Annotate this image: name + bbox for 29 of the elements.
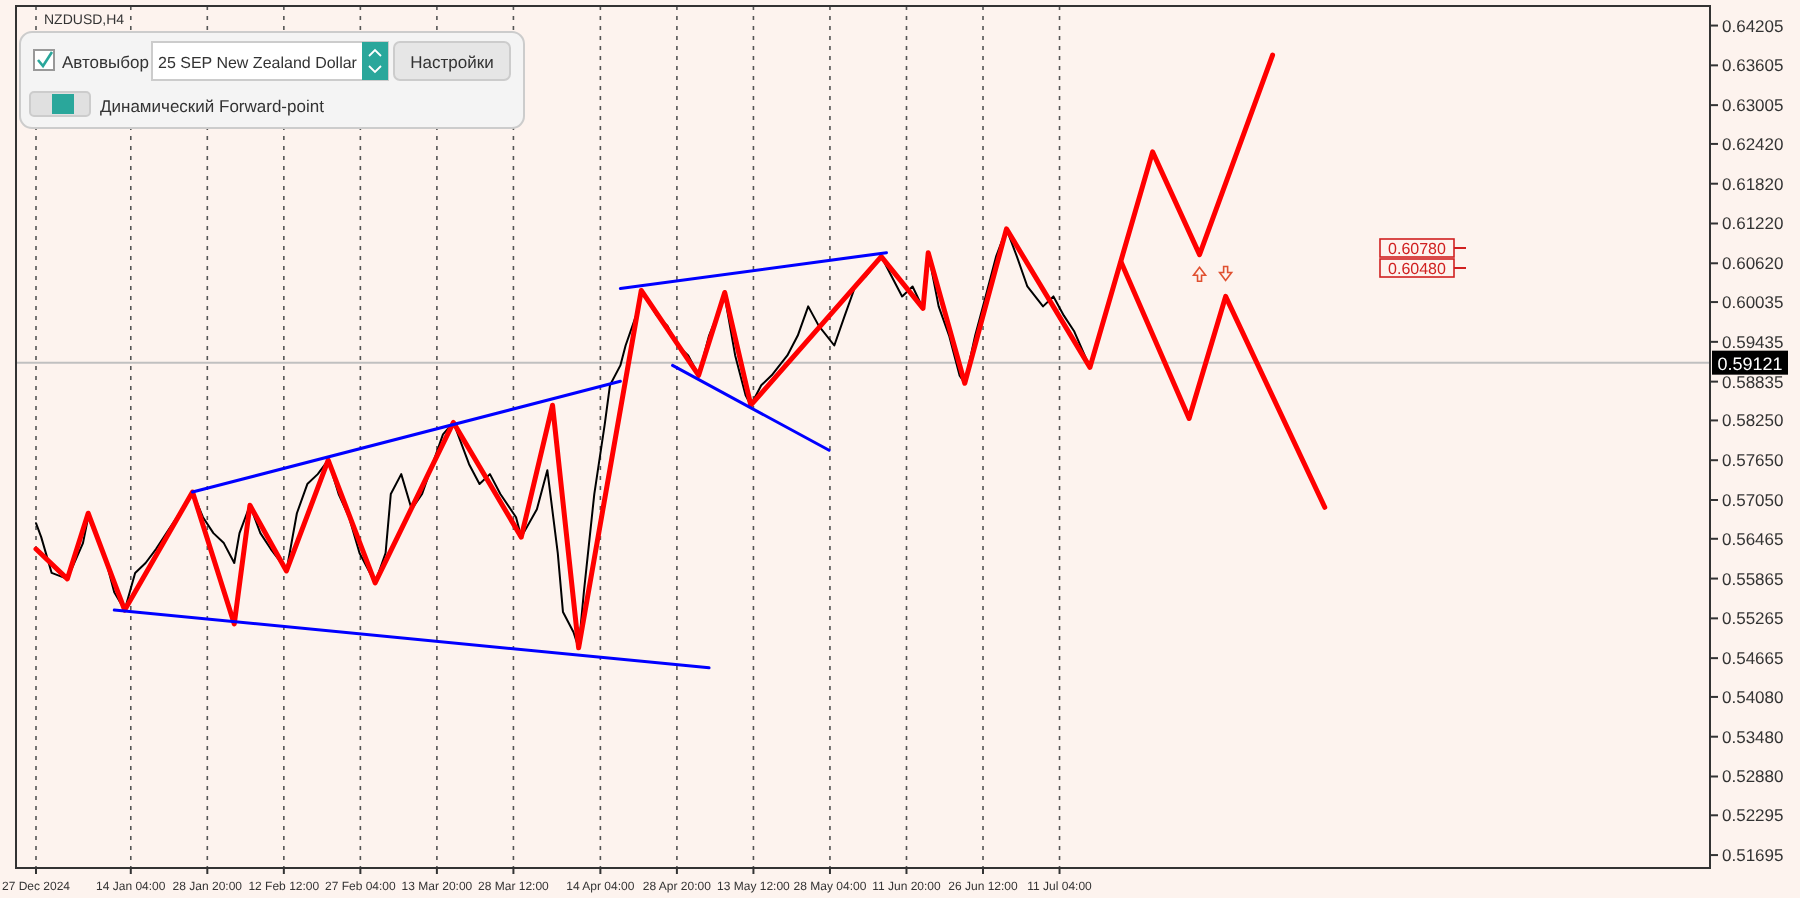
- y-tick-label: 0.63605: [1722, 55, 1784, 76]
- y-tick-label: 0.64205: [1722, 15, 1784, 36]
- annotation: 25 SEP New Zealand Dollar: [158, 54, 358, 72]
- y-tick-label: 0.55265: [1722, 608, 1784, 629]
- y-tick-label: 0.56465: [1722, 528, 1784, 549]
- y-tick-label: 0.60035: [1722, 292, 1784, 313]
- y-tick-label: 0.52295: [1722, 805, 1784, 826]
- y-tick-label: 0.60620: [1722, 253, 1784, 274]
- y-tick-label: 0.63005: [1722, 95, 1784, 116]
- y-tick-label: 0.61220: [1722, 213, 1784, 234]
- annotation: 0.60780: [1388, 240, 1448, 258]
- y-tick-label: 0.57050: [1722, 489, 1784, 510]
- y-tick-label: 0.58250: [1722, 410, 1784, 431]
- y-tick-label: 0.55865: [1722, 568, 1784, 589]
- annotation: 0.60480: [1388, 260, 1448, 278]
- y-tick-label: 0.58835: [1722, 371, 1784, 392]
- y-tick-label: 0.54080: [1722, 686, 1784, 707]
- ref-line-label: 0.59121: [1717, 353, 1783, 374]
- y-tick-label: 0.62420: [1722, 133, 1784, 154]
- y-tick-label: 0.59435: [1722, 331, 1784, 352]
- y-tick-label: 0.52880: [1722, 766, 1784, 787]
- annotation: Автовыбор: [62, 52, 150, 72]
- y-tick-label: 0.53480: [1722, 726, 1784, 747]
- y-tick-label: 0.51695: [1722, 845, 1784, 866]
- annotation: Настройки: [410, 52, 495, 72]
- y-tick-label: 0.54665: [1722, 648, 1784, 669]
- y-tick-label: 0.61820: [1722, 173, 1784, 194]
- annotation: Динамический Forward-point: [100, 96, 326, 116]
- y-tick-label: 0.57650: [1722, 450, 1784, 471]
